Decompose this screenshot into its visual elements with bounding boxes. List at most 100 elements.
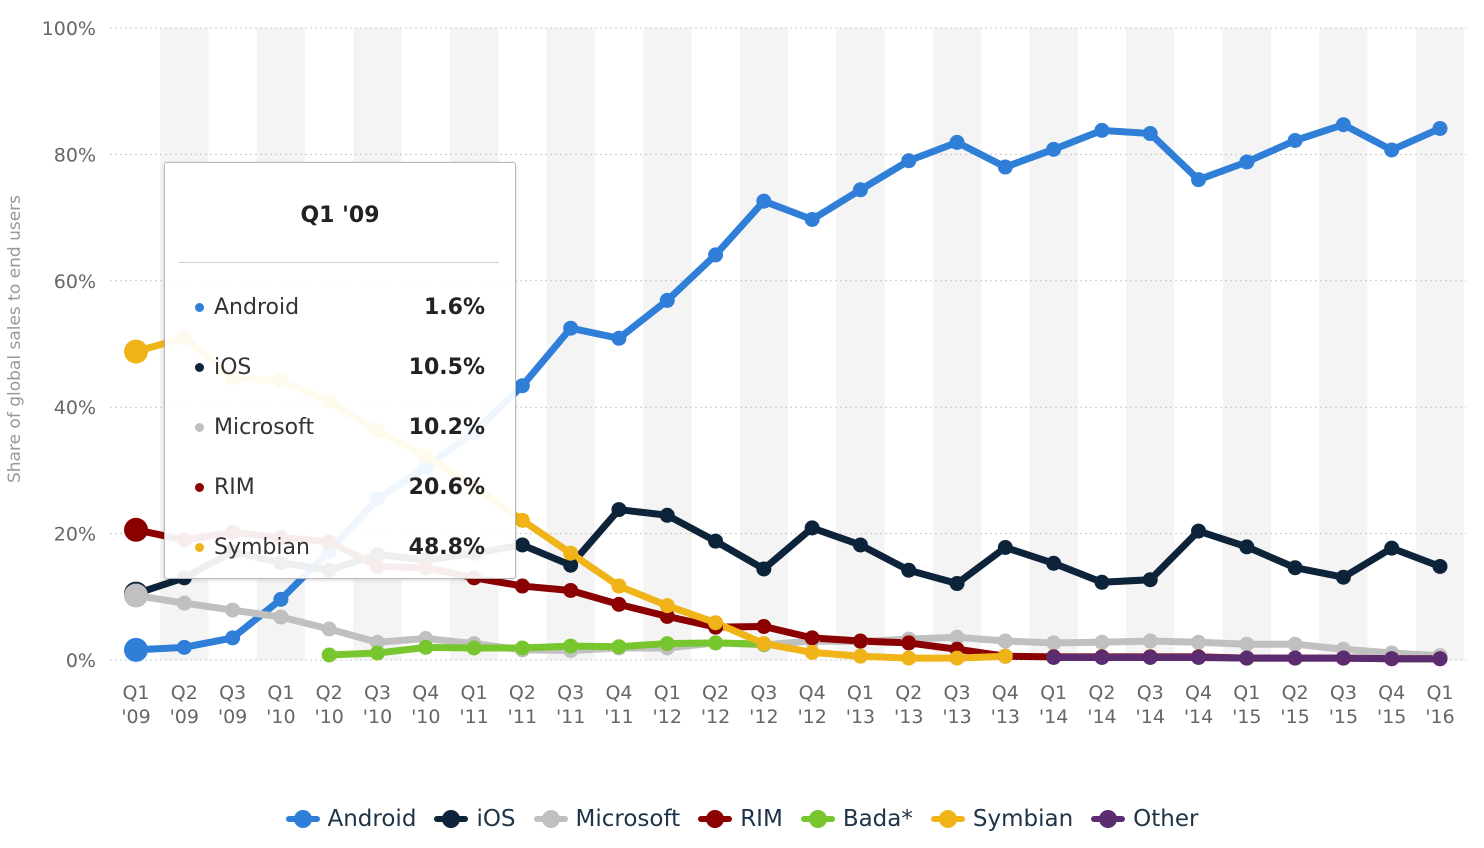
data-point-ios[interactable] — [1384, 540, 1400, 556]
data-point-rim[interactable] — [659, 608, 675, 624]
data-point-bada[interactable] — [611, 639, 627, 655]
data-point-rim[interactable] — [804, 630, 820, 646]
data-point-other[interactable] — [1094, 649, 1110, 665]
data-point-ios[interactable] — [1287, 560, 1303, 576]
legend-item-other[interactable]: Other — [1091, 806, 1198, 832]
data-point-ios[interactable] — [949, 576, 965, 592]
data-point-symbian[interactable] — [756, 636, 772, 652]
data-point-other[interactable] — [1239, 650, 1255, 666]
data-point-android[interactable] — [1191, 172, 1207, 188]
data-point-other[interactable] — [1046, 649, 1062, 665]
data-point-ios[interactable] — [1046, 555, 1062, 571]
data-point-ios[interactable] — [756, 561, 772, 577]
legend-item-bada[interactable]: Bada* — [800, 806, 913, 832]
data-point-microsoft[interactable] — [1142, 633, 1158, 649]
data-point-symbian[interactable] — [949, 650, 965, 666]
data-point-microsoft[interactable] — [1239, 636, 1255, 652]
data-point-android[interactable] — [176, 639, 192, 655]
data-point-android[interactable] — [1046, 141, 1062, 157]
data-point-rim[interactable] — [611, 596, 627, 612]
data-point-rim[interactable] — [852, 633, 868, 649]
legend-item-microsoft[interactable]: Microsoft — [533, 806, 680, 832]
data-point-ios[interactable] — [901, 562, 917, 578]
data-point-bada[interactable] — [514, 640, 530, 656]
data-point-ios[interactable] — [611, 502, 627, 518]
data-point-other[interactable] — [1432, 651, 1448, 667]
legend-item-symbian[interactable]: Symbian — [930, 806, 1073, 832]
data-point-symbian[interactable] — [611, 578, 627, 594]
data-point-android[interactable] — [1239, 154, 1255, 170]
data-point-android[interactable] — [1094, 122, 1110, 138]
data-point-android[interactable] — [756, 193, 772, 209]
data-point-symbian[interactable] — [659, 598, 675, 614]
data-point-bada[interactable] — [563, 638, 579, 654]
data-point-ios[interactable] — [1432, 558, 1448, 574]
data-point-bada[interactable] — [418, 639, 434, 655]
data-point-android[interactable] — [611, 330, 627, 346]
data-point-symbian[interactable] — [852, 648, 868, 664]
data-point-symbian[interactable] — [708, 615, 724, 631]
legend-item-android[interactable]: Android — [285, 806, 416, 832]
data-point-other[interactable] — [1287, 650, 1303, 666]
data-point-ios[interactable] — [708, 533, 724, 549]
data-point-ios[interactable] — [1239, 539, 1255, 555]
data-point-ios[interactable] — [1335, 569, 1351, 585]
data-point-android[interactable] — [659, 292, 675, 308]
data-point-bada[interactable] — [369, 645, 385, 661]
data-point-ios[interactable] — [514, 537, 530, 553]
data-point-other[interactable] — [1191, 649, 1207, 665]
data-point-microsoft[interactable] — [369, 634, 385, 650]
legend-item-ios[interactable]: iOS — [434, 806, 516, 832]
data-point-microsoft[interactable] — [1094, 634, 1110, 650]
data-point-android[interactable] — [852, 182, 868, 198]
data-point-other[interactable] — [1384, 651, 1400, 667]
data-point-symbian[interactable] — [804, 644, 820, 660]
data-point-symbian[interactable] — [514, 512, 530, 528]
data-point-android[interactable] — [1335, 117, 1351, 133]
data-point-android[interactable] — [563, 320, 579, 336]
data-point-microsoft[interactable] — [321, 621, 337, 637]
data-point-microsoft[interactable] — [1191, 634, 1207, 650]
data-point-rim[interactable] — [901, 635, 917, 651]
data-point-ios[interactable] — [804, 520, 820, 536]
data-point-ios[interactable] — [659, 507, 675, 523]
data-point-android[interactable] — [1287, 132, 1303, 148]
data-point-bada[interactable] — [708, 635, 724, 651]
data-point-android[interactable] — [1142, 126, 1158, 142]
data-point-bada[interactable] — [466, 640, 482, 656]
data-point-android[interactable] — [225, 630, 241, 646]
data-point-ios[interactable] — [563, 557, 579, 573]
data-point-microsoft[interactable] — [949, 629, 965, 645]
data-point-symbian[interactable] — [997, 648, 1013, 664]
data-point-android[interactable] — [273, 591, 289, 607]
data-point-ios[interactable] — [1094, 574, 1110, 590]
data-point-android[interactable] — [997, 159, 1013, 175]
data-point-microsoft[interactable] — [273, 609, 289, 625]
data-point-microsoft[interactable] — [1287, 636, 1303, 652]
data-point-other[interactable] — [1335, 650, 1351, 666]
data-point-android[interactable] — [708, 247, 724, 263]
data-point-android[interactable] — [901, 153, 917, 169]
data-point-rim[interactable] — [756, 619, 772, 635]
data-point-rim[interactable] — [563, 582, 579, 598]
legend-item-rim[interactable]: RIM — [698, 806, 783, 832]
data-point-ios[interactable] — [1191, 523, 1207, 539]
data-point-android[interactable] — [1384, 142, 1400, 158]
data-point-bada[interactable] — [659, 636, 675, 652]
data-point-android[interactable] — [514, 378, 530, 394]
data-point-android[interactable] — [1432, 120, 1448, 136]
data-point-symbian[interactable] — [563, 545, 579, 561]
data-point-android[interactable] — [949, 134, 965, 150]
data-point-bada[interactable] — [321, 647, 337, 663]
data-point-android[interactable] — [804, 211, 820, 227]
data-point-ios[interactable] — [1142, 572, 1158, 588]
data-point-ios[interactable] — [852, 537, 868, 553]
data-point-microsoft[interactable] — [225, 602, 241, 618]
data-point-symbian[interactable] — [901, 650, 917, 666]
data-point-rim[interactable] — [514, 578, 530, 594]
data-point-microsoft[interactable] — [997, 633, 1013, 649]
data-point-microsoft[interactable] — [1046, 635, 1062, 651]
data-point-microsoft[interactable] — [176, 595, 192, 611]
data-point-ios[interactable] — [997, 540, 1013, 556]
data-point-other[interactable] — [1142, 649, 1158, 665]
